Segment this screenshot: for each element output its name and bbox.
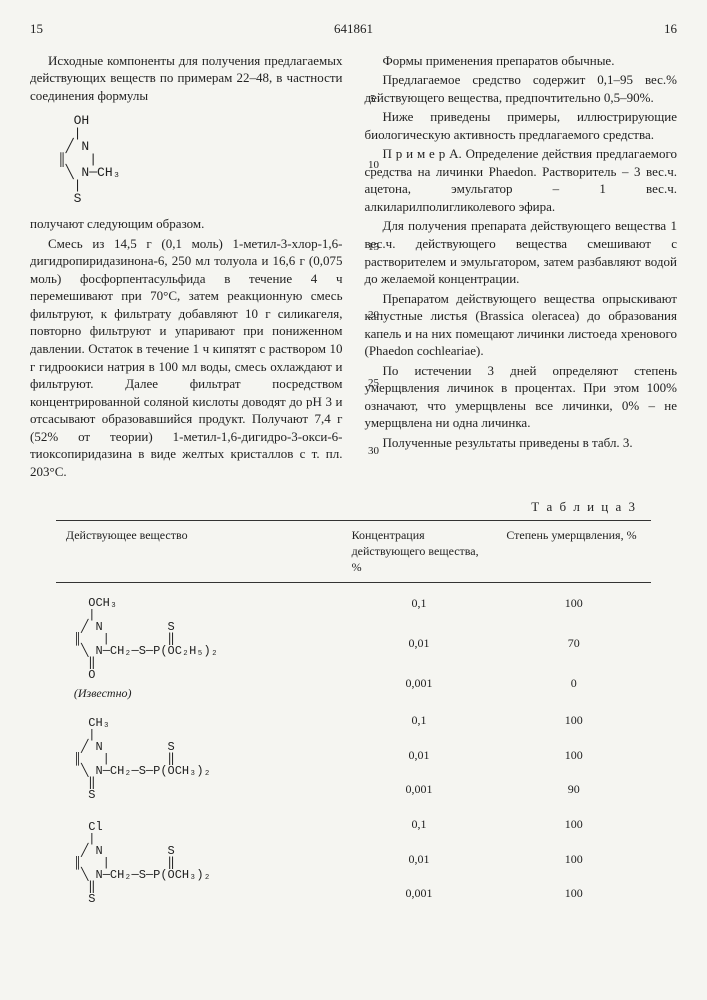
concentration-cell: 0,01	[342, 737, 497, 772]
left-column: Исходные компоненты для получения предла…	[30, 52, 343, 483]
line-label: 30	[368, 444, 379, 459]
line-label: 20	[368, 308, 379, 323]
degree-cell: 70	[496, 623, 651, 663]
document-number: 641861	[43, 20, 664, 38]
paragraph: Смесь из 14,5 г (0,1 моль) 1-метил-3-хло…	[30, 235, 343, 481]
degree-cell: 90	[496, 772, 651, 807]
paragraph: Для получения препарата действующего вещ…	[365, 217, 678, 287]
table-header: Действующее вещество	[56, 520, 342, 582]
concentration-cell: 0,1	[342, 582, 497, 623]
paragraph: Ниже приведены примеры, иллюстрирующие б…	[365, 108, 678, 143]
concentration-cell: 0,1	[342, 703, 497, 738]
concentration-cell: 0,01	[342, 841, 497, 876]
table-header: Степень умерщвления, %	[496, 520, 651, 582]
degree-cell: 100	[496, 841, 651, 876]
chemical-structure: OH | ╱ N ║ | ╲ N─CH₃ | S	[58, 114, 343, 205]
table-row: CH₃ | ╱ N S ║ | ‖ ╲ N─CH₂─S─P(OCH₃)₂ ‖ S…	[56, 703, 651, 738]
paragraph: Формы применения препаратов обычные.	[365, 52, 678, 70]
page-num-left: 15	[30, 20, 43, 38]
line-label: 25	[368, 376, 379, 391]
concentration-cell: 0,001	[342, 876, 497, 911]
concentration-cell: 0,001	[342, 772, 497, 807]
line-label: 10	[368, 158, 379, 173]
line-label: 5	[370, 92, 376, 107]
concentration-cell: 0,01	[342, 623, 497, 663]
results-table: Действующее вещество Концентрация действ…	[56, 520, 651, 911]
chemical-structure: OCH₃ | ╱ N S ║ | ‖ ╲ N─CH₂─S─P(OC₂H₅)₂ ‖…	[74, 597, 332, 681]
table-caption: Т а б л и ц а 3	[30, 498, 637, 516]
degree-cell: 100	[496, 737, 651, 772]
concentration-cell: 0,001	[342, 663, 497, 703]
chemical-structure: Cl | ╱ N S ║ | ‖ ╲ N─CH₂─S─P(OCH₃)₂ ‖ S	[74, 821, 332, 905]
chemical-structure: CH₃ | ╱ N S ║ | ‖ ╲ N─CH₂─S─P(OCH₃)₂ ‖ S	[74, 717, 332, 801]
paragraph: Исходные компоненты для получения предла…	[30, 52, 343, 105]
paragraph: получают следующим образом.	[30, 215, 343, 233]
paragraph: Предлагаемое средство содержит 0,1–95 ве…	[365, 71, 678, 106]
structure-cell: OCH₃ | ╱ N S ║ | ‖ ╲ N─CH₂─S─P(OC₂H₅)₂ ‖…	[56, 582, 342, 703]
table-row: OCH₃ | ╱ N S ║ | ‖ ╲ N─CH₂─S─P(OC₂H₅)₂ ‖…	[56, 582, 651, 623]
structure-cell: CH₃ | ╱ N S ║ | ‖ ╲ N─CH₂─S─P(OCH₃)₂ ‖ S	[56, 703, 342, 807]
paragraph: По истечении 3 дней определяют степень у…	[365, 362, 678, 432]
structure-note: (Известно)	[74, 685, 332, 701]
concentration-cell: 0,1	[342, 807, 497, 842]
text-columns: Исходные компоненты для получения предла…	[30, 52, 677, 483]
paragraph: П р и м е р А. Определение действия пред…	[365, 145, 678, 215]
table-header: Концентрация действующего вещества, %	[342, 520, 497, 582]
degree-cell: 100	[496, 703, 651, 738]
line-label: 15	[368, 240, 379, 255]
page-num-right: 16	[664, 20, 677, 38]
degree-cell: 100	[496, 582, 651, 623]
right-column: Формы применения препаратов обычные. Пре…	[365, 52, 678, 483]
structure-cell: Cl | ╱ N S ║ | ‖ ╲ N─CH₂─S─P(OCH₃)₂ ‖ S	[56, 807, 342, 911]
table-row: Cl | ╱ N S ║ | ‖ ╲ N─CH₂─S─P(OCH₃)₂ ‖ S0…	[56, 807, 651, 842]
degree-cell: 100	[496, 876, 651, 911]
paragraph: Препаратом действующего вещества опрыски…	[365, 290, 678, 360]
page-header: 15 641861 16	[30, 20, 677, 38]
degree-cell: 0	[496, 663, 651, 703]
paragraph: Полученные результаты приведены в табл. …	[365, 434, 678, 452]
degree-cell: 100	[496, 807, 651, 842]
